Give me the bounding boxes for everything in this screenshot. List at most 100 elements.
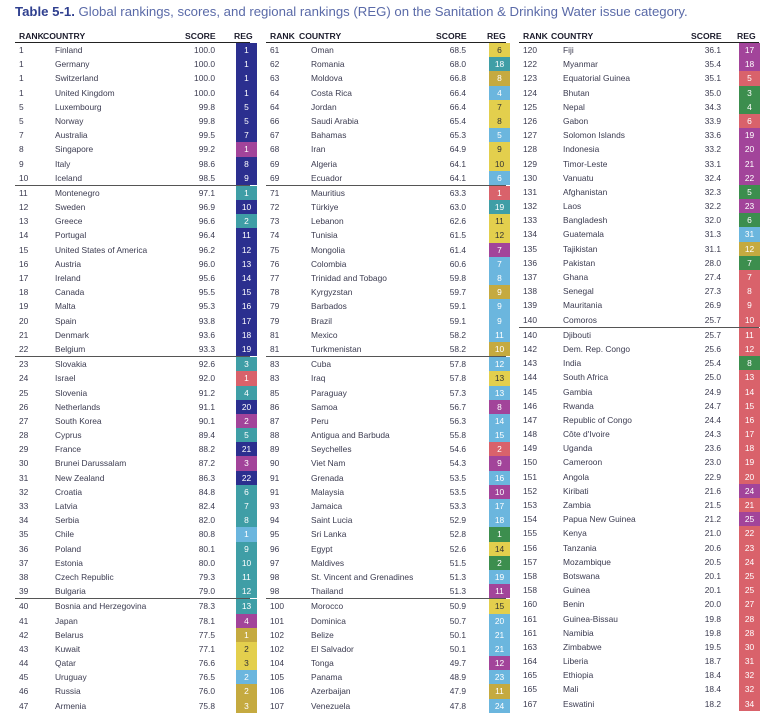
rank-cell: 158 [523,570,537,581]
table-row: 140 Comoros 25.7 10 [519,312,760,327]
reg-cell: 20 [739,142,760,157]
table-row: 1 Germany 100.0 1 [15,57,257,72]
reg-cell: 16 [236,299,257,314]
country-cell: Cyprus [55,430,82,441]
table-row: 102 Belize 50.1 21 [266,627,510,642]
rank-cell: 151 [523,471,537,482]
rank-cell: 22 [19,343,29,354]
country-cell: Côte d'Ivoire [563,429,610,440]
rank-cell: 86 [270,401,280,412]
score-cell: 95.3 [198,301,215,312]
reg-cell: 1 [236,185,257,201]
reg-cell: 19 [236,341,257,357]
rank-cell: 100 [270,601,284,612]
score-cell: 58.2 [449,343,466,354]
table-row: 62 Romania 68.0 18 [266,57,510,72]
reg-cell: 1 [236,371,257,386]
country-cell: Serbia [55,515,80,526]
rank-cell: 122 [523,59,537,70]
score-cell: 98.5 [198,172,215,183]
table-row: 151 Angola 22.9 20 [519,469,760,484]
rank-cell: 98 [270,571,280,582]
reg-cell: 7 [489,256,510,271]
country-cell: Brazil [311,315,332,326]
rank-cell: 91 [270,472,280,483]
rank-cell: 64 [270,87,280,98]
country-cell: Iceland [55,172,83,183]
score-cell: 92.0 [198,373,215,384]
rank-cell: 126 [523,115,537,126]
rank-cell: 76 [270,258,280,269]
country-cell: Belgium [55,343,86,354]
reg-cell: 23 [739,540,760,555]
score-cell: 31.1 [704,243,721,254]
country-cell: Mauritania [563,300,603,311]
table-row: 160 Benin 20.0 27 [519,597,760,612]
country-cell: Tonga [311,658,334,669]
country-cell: Kenya [563,528,587,539]
table-row: 10 Iceland 98.5 9 [15,170,257,185]
score-cell: 80.0 [198,557,215,568]
score-cell: 96.0 [198,258,215,269]
table-row: 85 Paraguay 57.3 13 [266,385,510,400]
score-cell: 78.1 [198,615,215,626]
reg-cell: 20 [236,399,257,414]
score-cell: 99.8 [198,115,215,126]
table-row: 20 Spain 93.8 17 [15,313,257,328]
score-cell: 100.0 [194,87,215,98]
country-cell: Belize [311,629,334,640]
score-cell: 27.4 [704,272,721,282]
table-row: 32 Croatia 84.8 6 [15,484,257,499]
score-cell: 31.3 [704,229,721,240]
reg-cell: 5 [236,113,257,129]
score-cell: 54.3 [449,458,466,469]
column-header-row: RANK COUNTRY SCORE REG [519,29,759,43]
reg-cell: 3 [236,456,257,471]
score-cell: 86.3 [198,472,215,483]
reg-cell: 17 [739,427,760,442]
table-row: 1 Finland 100.0 1 [15,43,257,58]
reg-cell: 1 [236,627,257,642]
table-row: 78 Kyrgyzstan 59.7 9 [266,285,510,300]
reg-cell: 13 [236,599,257,614]
country-cell: Timor-Leste [563,158,608,169]
country-cell: Seychelles [311,444,352,455]
rank-cell: 12 [19,202,29,213]
table-row: 157 Mozambique 20.5 24 [519,554,760,569]
country-cell: Belarus [55,629,84,640]
rank-cell: 26 [19,401,29,412]
table-row: 107 Venezuela 47.8 24 [266,698,510,713]
table-label: Table 5-1. [15,4,75,19]
rank-cell: 142 [523,343,537,354]
table-row: 69 Algeria 64.1 10 [266,156,510,171]
country-cell: Czech Republic [55,571,114,582]
score-cell: 33.2 [704,144,721,155]
score-header: SCORE [691,31,722,41]
table-row: 149 Uganda 23.6 18 [519,441,760,456]
rank-cell: 155 [523,528,537,539]
table-row: 140 Djibouti 25.7 11 [519,326,760,342]
score-cell: 24.4 [704,414,721,425]
rank-cell: 15 [19,244,29,255]
table-row: 163 Zimbabwe 19.5 30 [519,639,760,655]
table-row: 138 Senegal 27.3 8 [519,284,760,299]
country-cell: Trinidad and Tobago [311,273,387,283]
country-cell: Germany [55,59,90,70]
reg-cell: 1 [236,71,257,86]
rank-cell: 153 [523,500,537,510]
country-cell: Comoros [563,314,597,325]
table-row: 83 Cuba 57.8 12 [266,356,510,372]
table-row: 87 Peru 56.3 14 [266,413,510,429]
score-cell: 32.0 [704,215,721,226]
reg-cell: 34 [739,696,760,711]
country-cell: Kuwait [55,643,81,654]
reg-cell: 1 [236,142,257,157]
rank-cell: 19 [19,301,29,312]
score-cell: 80.1 [198,543,215,554]
country-cell: St. Vincent and Grenadines [311,571,414,582]
rank-cell: 156 [523,542,537,553]
rank-cell: 71 [270,187,280,198]
score-cell: 21.5 [704,500,721,510]
reg-cell: 11 [236,228,257,243]
score-cell: 24.7 [704,400,721,411]
